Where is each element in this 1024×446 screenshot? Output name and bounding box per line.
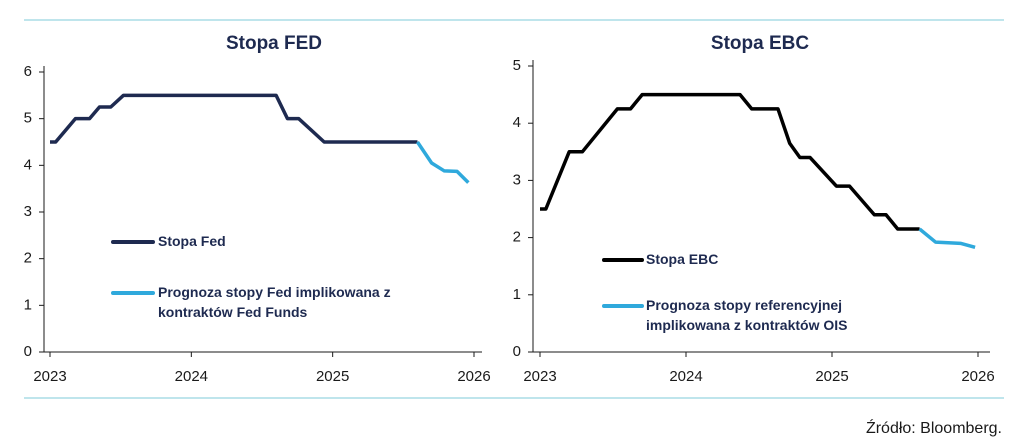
series-line bbox=[540, 92, 920, 231]
legend-label: Stopa EBC bbox=[646, 251, 719, 267]
y-tick-label: 5 bbox=[513, 57, 521, 74]
y-tick-label: 6 bbox=[24, 63, 32, 80]
y-tick-label: 2 bbox=[24, 250, 32, 267]
series-line bbox=[50, 93, 418, 144]
y-tick-label: 2 bbox=[513, 229, 521, 246]
legend-item: Stopa Fed bbox=[158, 233, 226, 249]
x-tick-label: 2023 bbox=[523, 368, 556, 385]
y-tick-label: 0 bbox=[24, 343, 32, 360]
x-tick-label: 2025 bbox=[316, 368, 349, 385]
x-tick-label: 2025 bbox=[815, 368, 848, 385]
series-line bbox=[416, 141, 470, 184]
x-tick-label: 2024 bbox=[669, 368, 702, 385]
chart-title: Stopa FED bbox=[226, 33, 322, 54]
legend-item: Stopa EBC bbox=[646, 251, 719, 267]
x-tick-label: 2026 bbox=[457, 368, 490, 385]
y-tick-label: 1 bbox=[513, 286, 521, 303]
legend-item: Prognoza stopy referencyjnej implikowana… bbox=[646, 297, 848, 333]
legend-label: Prognoza stopy referencyjnej implikowana… bbox=[646, 297, 848, 333]
y-tick-label: 0 bbox=[513, 343, 521, 360]
y-tick-label: 4 bbox=[513, 114, 521, 131]
legend-item: Prognoza stopy Fed implikowana z kontrak… bbox=[158, 284, 391, 320]
x-tick-label: 2026 bbox=[961, 368, 994, 385]
y-tick-label: 1 bbox=[24, 296, 32, 313]
y-tick-label: 3 bbox=[24, 203, 32, 220]
y-tick-label: 3 bbox=[513, 171, 521, 188]
x-tick-label: 2024 bbox=[175, 368, 208, 385]
source: Źródło: Bloomberg. bbox=[866, 418, 1002, 437]
legend-label: Stopa Fed bbox=[158, 233, 226, 249]
y-tick-label: 4 bbox=[24, 156, 32, 173]
y-tick-label: 5 bbox=[24, 110, 32, 127]
x-tick-label: 2023 bbox=[33, 368, 66, 385]
series-line bbox=[918, 227, 976, 250]
chart-title: Stopa EBC bbox=[711, 33, 809, 54]
legend-label: Prognoza stopy Fed implikowana z kontrak… bbox=[158, 284, 391, 320]
